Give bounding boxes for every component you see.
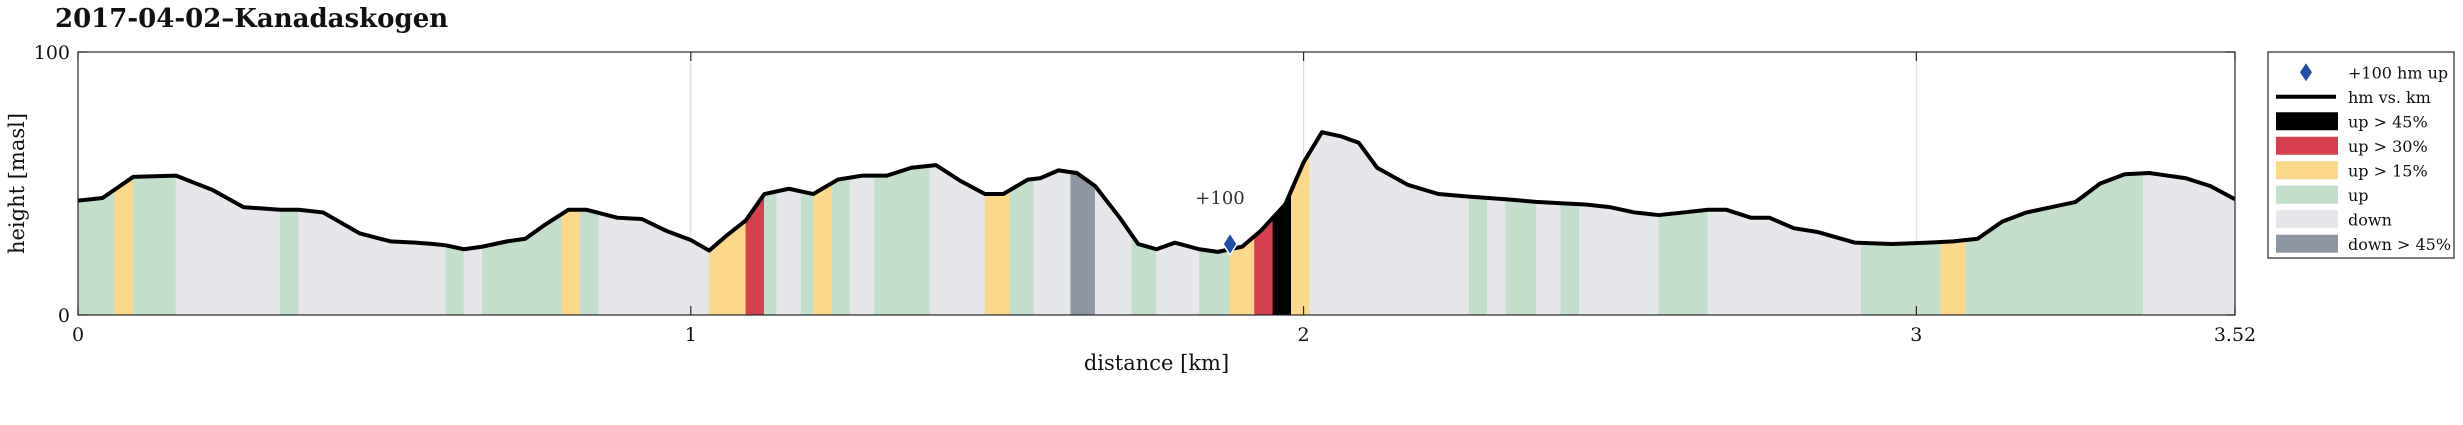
legend-label: up > 15% bbox=[2348, 161, 2428, 180]
segment-down bbox=[463, 246, 483, 316]
legend-label: up > 30% bbox=[2348, 137, 2428, 156]
segment-up bbox=[1009, 178, 1035, 316]
segment-up bbox=[831, 177, 851, 316]
segment-down bbox=[1579, 203, 1660, 316]
legend-label: down > 45% bbox=[2348, 235, 2451, 254]
x-tick-label: 3 bbox=[1910, 324, 1922, 346]
milestone-marker bbox=[1222, 231, 1238, 257]
segment-up15 bbox=[984, 189, 1010, 316]
segment-down bbox=[1156, 242, 1200, 316]
legend-label: up bbox=[2348, 186, 2369, 205]
segment-down bbox=[1033, 170, 1072, 316]
segment-down bbox=[776, 188, 802, 316]
segment-up bbox=[279, 209, 299, 316]
axes-frame bbox=[77, 51, 2236, 316]
segment-up15 bbox=[813, 182, 833, 316]
segment-up bbox=[874, 165, 931, 316]
segment-up bbox=[580, 209, 600, 316]
segment-up bbox=[800, 191, 814, 316]
segment-up bbox=[1505, 198, 1537, 316]
segment-up bbox=[132, 175, 177, 316]
segment-up bbox=[1658, 209, 1709, 316]
x-tick-label: 3.52 bbox=[2214, 324, 2256, 346]
elevation-line bbox=[77, 130, 2236, 254]
x-tick-label: 0 bbox=[72, 324, 84, 346]
segment-up bbox=[1860, 241, 1942, 316]
milestone-label: +100 bbox=[1195, 188, 1244, 209]
y-tick-label: 0 bbox=[58, 305, 70, 327]
segment-down45 bbox=[1070, 171, 1096, 316]
y-tick-label: 100 bbox=[34, 42, 70, 64]
legend: +100 hm up hm vs. km up > 45% up > 30% up > … bbox=[2267, 51, 2455, 259]
legend-swatch-up30 bbox=[2276, 136, 2338, 155]
segment-up15 bbox=[561, 209, 581, 316]
segment-up bbox=[1468, 196, 1488, 316]
segment-down bbox=[2142, 172, 2236, 316]
x-axis-label: distance [km] bbox=[1084, 351, 1229, 375]
segment-up15 bbox=[114, 176, 134, 316]
segment-down bbox=[849, 175, 875, 316]
legend-swatch-down bbox=[2276, 210, 2338, 229]
legend-label: up > 45% bbox=[2348, 112, 2428, 131]
segment-up bbox=[764, 191, 777, 316]
segment-up bbox=[445, 244, 465, 316]
legend-swatch-up bbox=[2276, 185, 2338, 204]
segment-up15 bbox=[1940, 239, 1966, 316]
plot-area: 0 1 2 3 3.52 0 100 +100 bbox=[34, 42, 2256, 346]
legend-label: down bbox=[2348, 210, 2392, 229]
segment-down bbox=[1536, 201, 1562, 316]
segment-up bbox=[1199, 248, 1231, 316]
segment-down bbox=[1487, 197, 1507, 316]
segment-up bbox=[77, 188, 116, 316]
legend-marker-swatch bbox=[2300, 63, 2312, 82]
y-axis-label: height [masl] bbox=[5, 113, 29, 254]
legend-swatch-up15 bbox=[2276, 161, 2338, 180]
x-tick-label: 1 bbox=[685, 324, 697, 346]
legend-swatch-down45 bbox=[2276, 234, 2338, 253]
segment-up bbox=[1560, 202, 1580, 316]
legend-label: +100 hm up bbox=[2348, 63, 2448, 82]
x-tick-label: 2 bbox=[1298, 324, 1310, 346]
legend-swatch-up45 bbox=[2276, 112, 2338, 131]
legend-label: hm vs. km bbox=[2348, 88, 2431, 107]
chart-title: 2017-04-02–Kanadaskogen bbox=[55, 4, 448, 34]
